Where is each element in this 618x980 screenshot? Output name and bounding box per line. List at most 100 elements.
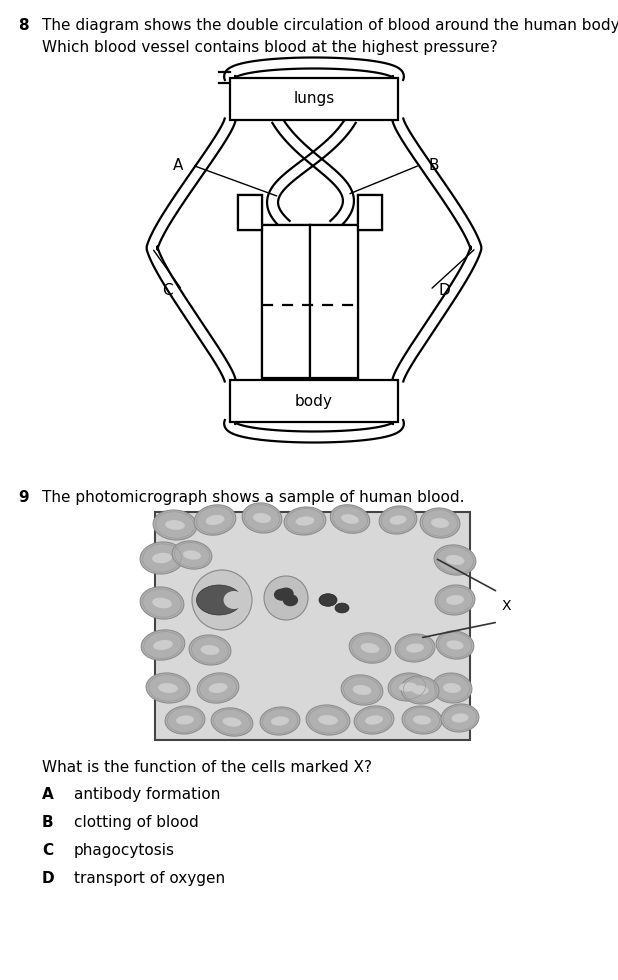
Ellipse shape <box>434 545 476 575</box>
Ellipse shape <box>197 585 242 615</box>
Text: A: A <box>172 158 183 172</box>
Text: D: D <box>42 871 54 886</box>
Ellipse shape <box>295 516 315 525</box>
Ellipse shape <box>349 633 391 663</box>
Ellipse shape <box>452 713 468 722</box>
Ellipse shape <box>412 685 428 695</box>
Ellipse shape <box>446 595 464 605</box>
Text: 9: 9 <box>18 490 28 505</box>
Ellipse shape <box>158 683 178 693</box>
Ellipse shape <box>443 683 461 693</box>
Text: phagocytosis: phagocytosis <box>74 843 175 858</box>
Ellipse shape <box>153 640 173 650</box>
Text: C: C <box>163 282 173 298</box>
Text: lungs: lungs <box>294 91 334 107</box>
Ellipse shape <box>284 507 326 535</box>
Text: A: A <box>42 787 54 802</box>
Bar <box>262 225 310 378</box>
Ellipse shape <box>224 591 245 609</box>
Text: The photomicrograph shows a sample of human blood.: The photomicrograph shows a sample of hu… <box>42 490 465 505</box>
Bar <box>310 225 358 378</box>
Ellipse shape <box>441 704 479 732</box>
Ellipse shape <box>206 514 224 525</box>
Ellipse shape <box>141 630 185 661</box>
Ellipse shape <box>209 683 227 693</box>
Ellipse shape <box>446 555 464 565</box>
Ellipse shape <box>365 715 383 724</box>
Ellipse shape <box>176 715 194 724</box>
Ellipse shape <box>395 634 435 662</box>
Ellipse shape <box>201 645 219 655</box>
Ellipse shape <box>432 673 472 703</box>
Ellipse shape <box>306 705 350 735</box>
Ellipse shape <box>447 640 464 650</box>
Circle shape <box>264 576 308 620</box>
Ellipse shape <box>253 513 271 523</box>
Ellipse shape <box>431 518 449 528</box>
Ellipse shape <box>401 676 439 704</box>
Text: transport of oxygen: transport of oxygen <box>74 871 225 886</box>
Ellipse shape <box>197 673 239 703</box>
Ellipse shape <box>260 707 300 735</box>
Ellipse shape <box>242 503 282 533</box>
Ellipse shape <box>165 706 205 734</box>
Text: clotting of blood: clotting of blood <box>74 815 199 830</box>
Text: D: D <box>438 282 450 298</box>
Ellipse shape <box>389 515 407 524</box>
Ellipse shape <box>388 673 428 701</box>
Ellipse shape <box>194 505 236 535</box>
Ellipse shape <box>172 541 212 569</box>
Ellipse shape <box>399 682 417 692</box>
Ellipse shape <box>354 706 394 734</box>
Text: B: B <box>42 815 54 830</box>
Text: C: C <box>42 843 53 858</box>
Ellipse shape <box>335 603 349 612</box>
Ellipse shape <box>341 514 359 524</box>
Bar <box>358 195 382 230</box>
Bar <box>358 195 382 230</box>
Ellipse shape <box>379 506 417 534</box>
Ellipse shape <box>152 598 172 609</box>
Ellipse shape <box>278 588 294 600</box>
Ellipse shape <box>140 587 184 619</box>
Ellipse shape <box>153 510 197 540</box>
Bar <box>238 195 262 230</box>
Text: antibody formation: antibody formation <box>74 787 221 802</box>
Bar <box>262 225 310 378</box>
Circle shape <box>192 570 252 630</box>
Ellipse shape <box>319 594 337 607</box>
Bar <box>155 512 470 740</box>
Ellipse shape <box>436 631 474 660</box>
Ellipse shape <box>435 585 475 615</box>
Text: 8: 8 <box>18 18 28 33</box>
Ellipse shape <box>413 715 431 724</box>
Ellipse shape <box>274 589 289 601</box>
Ellipse shape <box>406 644 424 653</box>
Text: What is the function of the cells marked X?: What is the function of the cells marked… <box>42 760 372 775</box>
Ellipse shape <box>318 715 338 725</box>
Ellipse shape <box>330 505 370 533</box>
Bar <box>230 78 398 120</box>
Ellipse shape <box>165 520 185 530</box>
Text: Which blood vessel contains blood at the highest pressure?: Which blood vessel contains blood at the… <box>42 40 497 55</box>
Ellipse shape <box>341 675 383 706</box>
Ellipse shape <box>353 685 371 695</box>
Text: B: B <box>428 158 439 172</box>
Ellipse shape <box>183 551 201 560</box>
Text: X: X <box>502 599 512 613</box>
Ellipse shape <box>189 635 231 665</box>
Ellipse shape <box>140 542 184 574</box>
Bar <box>238 195 262 230</box>
Text: The diagram shows the double circulation of blood around the human body.: The diagram shows the double circulation… <box>42 18 618 33</box>
Ellipse shape <box>420 508 460 538</box>
Bar <box>230 380 398 422</box>
Bar <box>310 225 358 378</box>
Text: body: body <box>295 394 333 409</box>
Ellipse shape <box>402 706 442 734</box>
Ellipse shape <box>222 717 242 727</box>
Ellipse shape <box>152 553 172 563</box>
Ellipse shape <box>211 708 253 736</box>
Ellipse shape <box>361 643 379 653</box>
Ellipse shape <box>271 716 289 725</box>
Ellipse shape <box>282 594 298 607</box>
